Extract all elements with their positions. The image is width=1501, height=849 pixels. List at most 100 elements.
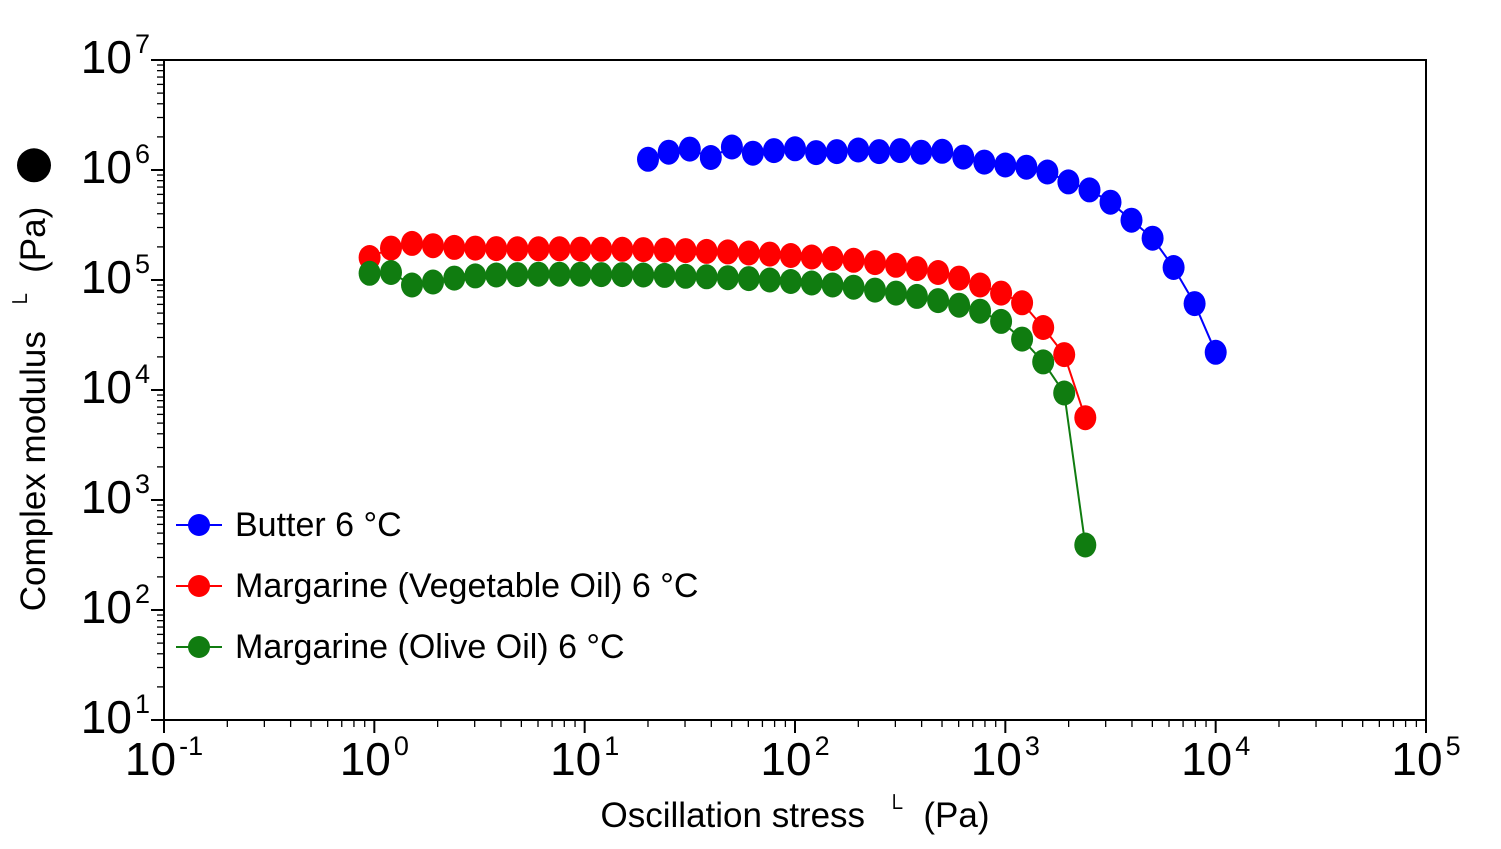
data-point: [969, 298, 992, 324]
data-point: [927, 288, 950, 314]
data-point: [485, 236, 508, 262]
data-point: [590, 236, 613, 262]
y-tick-label: 10 6: [81, 139, 150, 193]
x-tick-label: 10 0: [340, 731, 409, 785]
data-point: [422, 233, 444, 259]
x-tick-label: 10 -1: [125, 731, 203, 785]
data-point: [1032, 315, 1055, 340]
data-point: [401, 230, 423, 256]
legend-marker-margarine-vegetable-icon: [176, 573, 222, 599]
data-point: [800, 244, 823, 270]
data-point: [737, 240, 760, 266]
data-point: [741, 140, 764, 166]
data-point: [842, 274, 865, 300]
data-point: [952, 144, 975, 170]
y-axis-symbol: └: [11, 293, 38, 311]
data-point: [720, 134, 743, 160]
data-point: [1053, 380, 1076, 406]
data-point: [443, 265, 466, 291]
data-point: [1057, 169, 1080, 195]
data-point: [758, 267, 781, 293]
series-marker-black-circle-icon: [17, 148, 51, 183]
data-point: [969, 272, 992, 298]
data-point: [527, 236, 550, 262]
data-point: [674, 238, 697, 264]
data-point: [805, 140, 828, 166]
data-point: [1183, 291, 1206, 317]
data-point: [948, 292, 971, 318]
data-point: [864, 250, 886, 276]
data-point: [990, 280, 1013, 306]
data-point: [825, 139, 848, 165]
data-point: [1053, 342, 1076, 368]
data-point: [973, 149, 996, 175]
data-point: [1120, 207, 1143, 233]
data-point: [821, 272, 844, 298]
data-point: [948, 265, 971, 291]
data-point: [910, 139, 933, 165]
data-point: [699, 145, 722, 170]
legend-item-1: Margarine (Vegetable Oil) 6 °C: [176, 566, 698, 606]
data-point: [1015, 154, 1038, 180]
data-point: [1011, 326, 1034, 352]
data-point: [380, 260, 402, 285]
data-point: [590, 262, 613, 288]
data-point: [548, 236, 571, 262]
y-tick-label: 10 2: [81, 579, 150, 633]
data-point: [569, 261, 592, 287]
data-point: [380, 235, 402, 261]
data-point: [548, 261, 571, 287]
data-point: [1078, 177, 1101, 203]
data-point: [885, 252, 907, 278]
data-point: [657, 139, 680, 165]
data-point: [401, 272, 423, 298]
legend-marker-margarine-olive-icon: [176, 634, 222, 660]
data-point: [885, 280, 907, 306]
data-point: [1036, 159, 1059, 185]
x-tick-label: 10 4: [1181, 731, 1250, 785]
data-point: [506, 236, 529, 262]
legend-marker-butter-icon: [176, 512, 222, 538]
data-point: [800, 270, 823, 296]
y-tick-label: 10 7: [81, 29, 150, 83]
data-point: [821, 246, 844, 271]
data-point: [1074, 532, 1097, 558]
x-axis-symbol: └: [886, 793, 903, 820]
data-point: [847, 137, 870, 163]
data-point: [464, 263, 487, 289]
data-point: [779, 269, 802, 294]
data-point: [1011, 290, 1034, 316]
legend-label: Margarine (Olive Oil) 6 °C: [235, 627, 625, 666]
legend-item-0: Butter 6 °C: [176, 505, 698, 545]
data-point: [674, 263, 697, 289]
y-tick-label: 10 5: [81, 249, 150, 303]
data-point: [1099, 189, 1122, 215]
data-point: [695, 238, 718, 264]
data-point: [443, 234, 466, 260]
data-point: [868, 139, 891, 165]
data-point: [527, 261, 550, 287]
data-point: [1074, 405, 1097, 431]
data-point: [358, 260, 381, 286]
data-point: [506, 262, 529, 288]
x-axis-label-text: Oscillation stress: [600, 796, 866, 835]
legend-label: Margarine (Vegetable Oil) 6 °C: [235, 566, 699, 605]
data-point: [864, 277, 886, 303]
data-point: [485, 262, 508, 288]
y-tick-label: 10 4: [81, 359, 150, 413]
data-point: [758, 241, 781, 267]
y-tick-label: 10 1: [81, 689, 150, 743]
data-point: [716, 265, 739, 291]
data-point: [611, 262, 634, 288]
data-point: [653, 237, 676, 263]
data-point: [678, 136, 701, 162]
x-tick-label: 10 1: [550, 731, 619, 785]
data-point: [990, 308, 1013, 334]
data-point: [422, 269, 444, 295]
data-point: [737, 266, 760, 292]
y-tick-label: 10 3: [81, 469, 150, 523]
data-point: [905, 256, 928, 282]
data-point: [1204, 339, 1227, 365]
data-point: [632, 262, 655, 288]
